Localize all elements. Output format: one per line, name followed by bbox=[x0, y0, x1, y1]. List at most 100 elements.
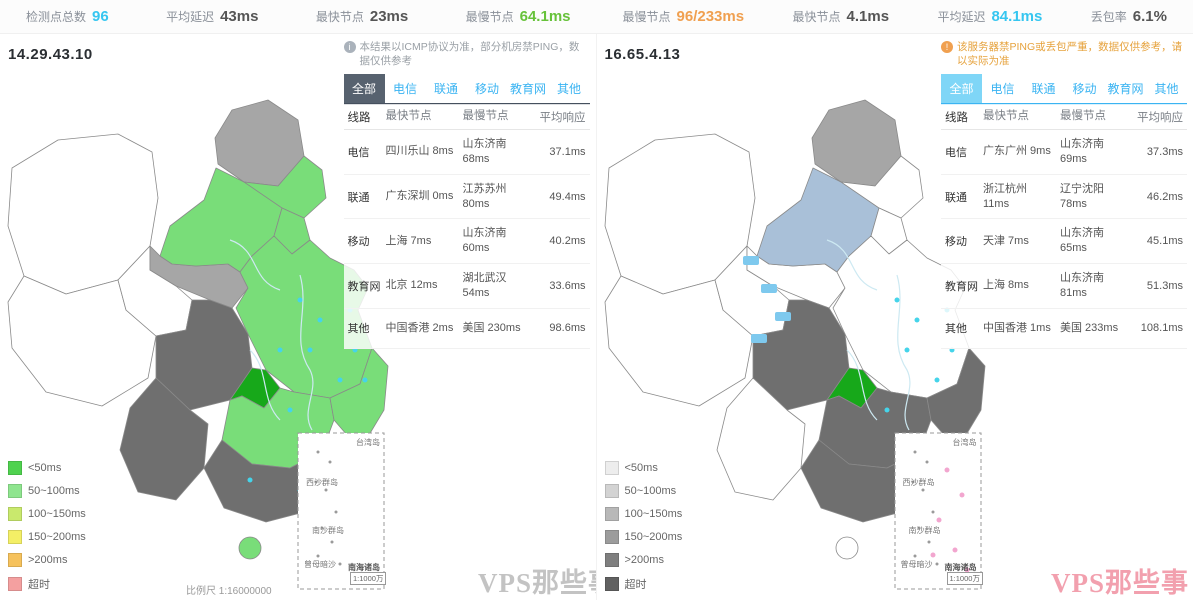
cell-average: 51.3ms bbox=[1146, 279, 1183, 292]
cell-line: 教育网 bbox=[347, 280, 381, 293]
col-slowest: 最慢节点 bbox=[462, 109, 509, 122]
table-row[interactable]: 电信 四川乐山 8ms 山东济南 68ms 37.1ms bbox=[343, 130, 590, 175]
legend-item: <50ms bbox=[8, 461, 86, 475]
cell-line: 联通 bbox=[347, 191, 370, 204]
watermark: VPS那些事 bbox=[478, 568, 596, 598]
cell-fastest: 中国香港 1ms bbox=[983, 321, 1051, 334]
inset-scale: 1:1000万 bbox=[946, 572, 983, 585]
legend-label: <50ms bbox=[28, 462, 62, 474]
table-row[interactable]: 电信 广东广州 9ms 山东济南 69ms 37.3ms bbox=[941, 130, 1187, 175]
cell-average: 33.6ms bbox=[549, 279, 586, 292]
tab-item[interactable]: 教育网 bbox=[1107, 82, 1144, 96]
cell-line: 移动 bbox=[347, 236, 370, 249]
legend-color-swatch bbox=[604, 553, 619, 567]
warning-icon: ! bbox=[941, 41, 953, 53]
china-latency-map bbox=[604, 99, 985, 590]
col-fastest: 最快节点 bbox=[385, 109, 432, 122]
stat-block: 丢包率 6.1% bbox=[1091, 8, 1167, 25]
notice-bar: i 本结果以ICMP协议为准，部分机房禁PING，数据仅供参考 bbox=[343, 40, 590, 68]
stat-value: 6.1% bbox=[1132, 8, 1167, 25]
tab-item[interactable]: 联通 bbox=[1031, 82, 1056, 96]
tab-item[interactable]: 联通 bbox=[433, 82, 458, 96]
china-latency-map bbox=[7, 99, 389, 590]
target-ip: 14.29.43.10 bbox=[8, 46, 93, 63]
latency-table: 线路 最快节点 最慢节点 平均响应 电信 四川乐山 8ms 山东济南 68ms … bbox=[343, 104, 590, 349]
province-hainan[interactable] bbox=[835, 536, 858, 560]
tab-item[interactable]: 移动 bbox=[474, 82, 499, 96]
legend-item: 150~200ms bbox=[8, 530, 86, 544]
province-yunnan[interactable] bbox=[119, 377, 209, 501]
table-row[interactable]: 教育网 上海 8ms 山东济南 81ms 51.3ms bbox=[941, 264, 1187, 309]
notice-text: 该服务器禁PING或丢包严重，数据仅供参考，请以实际为准 bbox=[957, 41, 1183, 68]
table-header-row: 线路 最快节点 最慢节点 平均响应 bbox=[941, 104, 1187, 130]
table-row[interactable]: 联通 广东深圳 0ms 江苏苏州 80ms 49.4ms bbox=[343, 175, 590, 220]
legend-label: <50ms bbox=[624, 462, 658, 474]
ping-panel-left: 14.29.43.10 i 本结果以ICMP协议为准，部分机房禁PING，数据仅… bbox=[0, 34, 597, 600]
cell-fastest: 天津 7ms bbox=[983, 234, 1029, 247]
tab-item[interactable]: 全部 bbox=[941, 74, 982, 103]
province-hainan[interactable] bbox=[238, 536, 262, 560]
south-china-sea-inset bbox=[894, 432, 981, 590]
legend-color-swatch bbox=[8, 577, 22, 591]
cell-fastest: 广东深圳 0ms bbox=[385, 190, 454, 203]
legend-color-swatch bbox=[8, 484, 22, 498]
stat-block: 平均延迟 84.1ms bbox=[937, 8, 1042, 25]
cell-fastest: 浙江杭州 11ms bbox=[983, 182, 1027, 210]
stat-value: 23ms bbox=[369, 8, 409, 25]
tab-item[interactable]: 电信 bbox=[392, 82, 417, 96]
table-row[interactable]: 联通 浙江杭州 11ms 辽宁沈阳 78ms 46.2ms bbox=[941, 175, 1187, 220]
legend-item: <50ms bbox=[604, 461, 683, 475]
cell-slowest: 山东济南 68ms bbox=[462, 138, 507, 165]
table-row[interactable]: 移动 天津 7ms 山东济南 65ms 45.1ms bbox=[941, 219, 1187, 265]
legend-item: 超时 bbox=[604, 576, 683, 592]
cell-fastest: 四川乐山 8ms bbox=[385, 145, 454, 158]
province-yunnan[interactable] bbox=[716, 377, 805, 501]
legend-color-swatch bbox=[8, 507, 22, 521]
col-slowest: 最慢节点 bbox=[1060, 109, 1106, 122]
inset-scale: 1:1000万 bbox=[350, 572, 387, 585]
region-fujian-zhejiang[interactable] bbox=[329, 347, 389, 451]
legend-item: 50~100ms bbox=[604, 484, 683, 498]
tab-item[interactable]: 其他 bbox=[556, 82, 581, 96]
table-row[interactable]: 其他 中国香港 1ms 美国 233ms 108.1ms bbox=[941, 309, 1187, 349]
latency-legend: <50ms 50~100ms 100~150ms 150~200ms bbox=[604, 452, 683, 592]
city-tag-markers bbox=[742, 256, 791, 343]
latency-table: 线路 最快节点 最慢节点 平均响应 电信 广东广州 9ms 山东济南 69ms … bbox=[941, 104, 1187, 349]
col-average: 平均响应 bbox=[1137, 111, 1183, 124]
cell-line: 移动 bbox=[945, 236, 967, 249]
stat-value: 64.1ms bbox=[519, 8, 571, 25]
river-lines bbox=[826, 239, 911, 431]
river-lines bbox=[229, 239, 314, 431]
table-row[interactable]: 教育网 北京 12ms 湖北武汉 54ms 33.6ms bbox=[343, 264, 590, 309]
stat-value: 96/233ms bbox=[676, 8, 745, 25]
region-fujian-zhejiang[interactable] bbox=[926, 347, 985, 451]
stats-header: 检测点总数 96 平均延迟 43ms 最快节点 23ms 最慢节点 64.1ms… bbox=[0, 0, 1193, 34]
cell-slowest: 湖北武汉 54ms bbox=[462, 272, 507, 299]
stat-block: 最快节点 23ms bbox=[316, 8, 408, 25]
table-row[interactable]: 其他 中国香港 2ms 美国 230ms 98.6ms bbox=[343, 309, 590, 349]
cell-slowest: 美国 230ms bbox=[462, 321, 521, 334]
tab-item[interactable]: 电信 bbox=[990, 82, 1015, 96]
table-row[interactable]: 移动 上海 7ms 山东济南 60ms 40.2ms bbox=[343, 219, 590, 265]
stat-value: 43ms bbox=[220, 8, 259, 25]
cell-slowest: 山东济南 60ms bbox=[462, 227, 507, 255]
stat-label: 最快节点 bbox=[792, 10, 841, 24]
stat-value: 96 bbox=[92, 8, 109, 25]
cell-line: 联通 bbox=[945, 191, 967, 204]
tab-item[interactable]: 移动 bbox=[1072, 82, 1097, 96]
latency-legend: <50ms 50~100ms 100~150ms 150~200ms bbox=[8, 452, 86, 592]
legend-item: 超时 bbox=[8, 576, 86, 592]
legend-item: >200ms bbox=[604, 553, 683, 567]
col-line: 线路 bbox=[347, 111, 371, 124]
stat-block: 最慢节点 96/233ms bbox=[623, 8, 745, 25]
stats-left-panel: 检测点总数 96 平均延迟 43ms 最快节点 23ms 最慢节点 64.1ms bbox=[0, 0, 597, 33]
stat-label: 平均延迟 bbox=[937, 10, 986, 24]
stat-label: 最快节点 bbox=[315, 10, 364, 24]
tab-item[interactable]: 其他 bbox=[1154, 82, 1179, 96]
cell-average: 98.6ms bbox=[549, 322, 586, 335]
tab-item[interactable]: 教育网 bbox=[509, 82, 546, 96]
cell-fastest: 上海 7ms bbox=[385, 234, 432, 247]
tab-item[interactable]: 全部 bbox=[343, 74, 385, 103]
stat-value: 84.1ms bbox=[991, 8, 1043, 25]
stat-label: 最慢节点 bbox=[465, 10, 514, 24]
